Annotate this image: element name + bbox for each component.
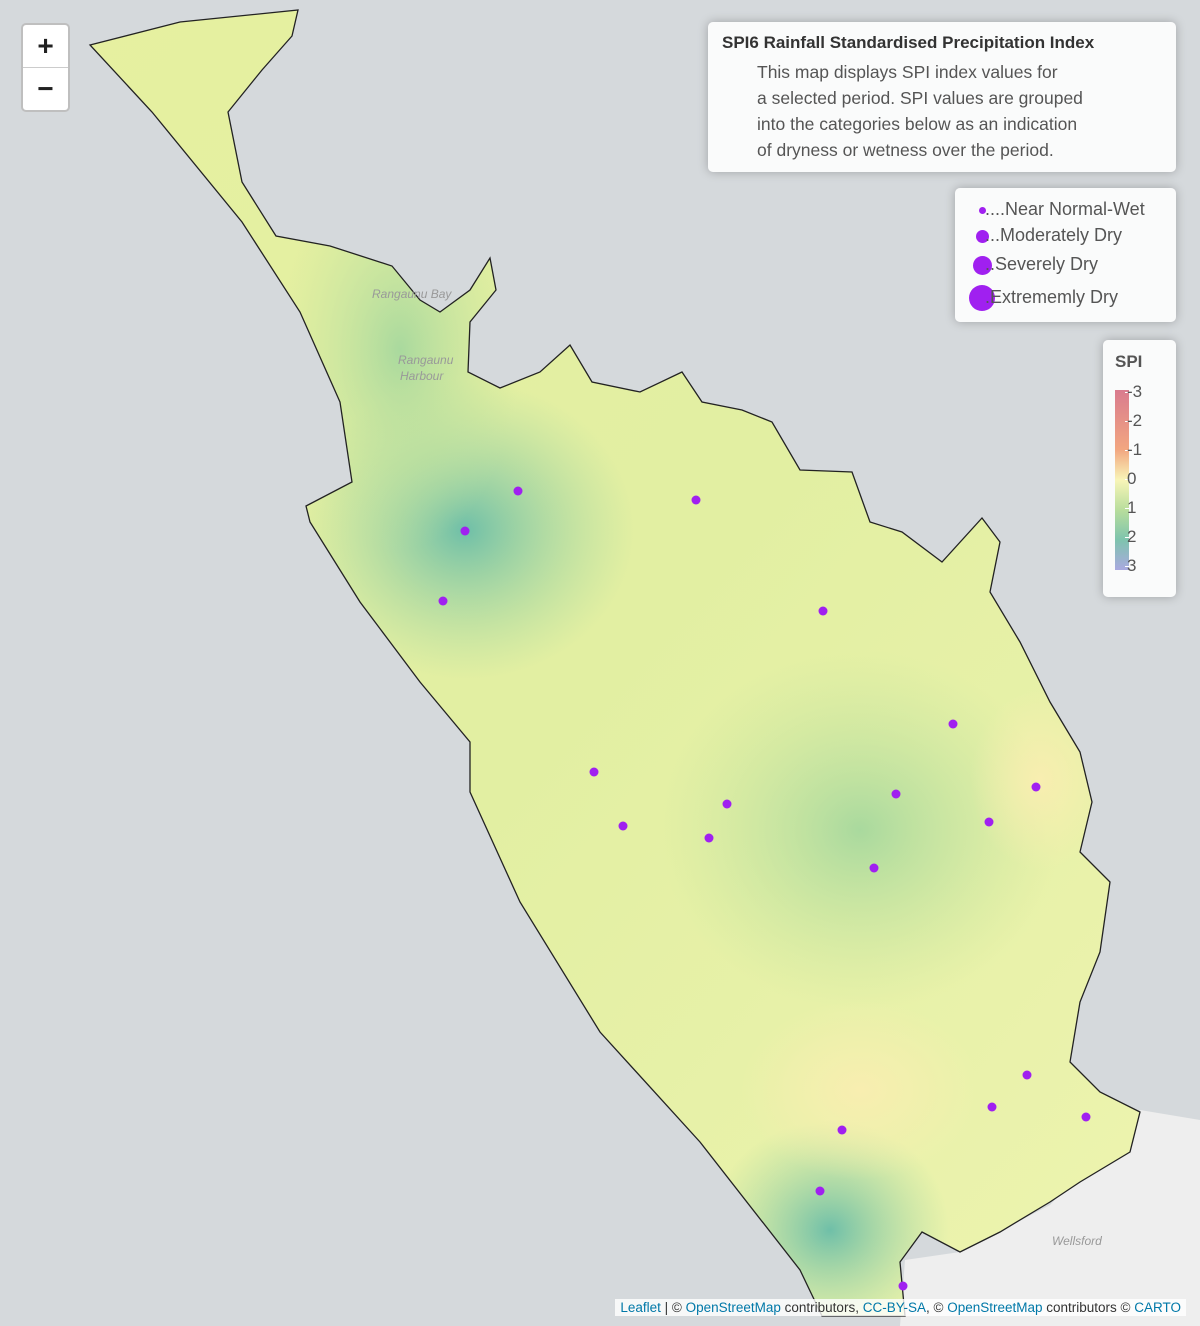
legend-dot (975, 229, 989, 243)
tick-label: -1 (1127, 440, 1143, 459)
station-marker[interactable] (987, 1102, 997, 1112)
tick-label: 2 (1127, 527, 1137, 546)
station-marker[interactable] (1081, 1112, 1091, 1122)
link[interactable]: CARTO (1134, 1300, 1181, 1315)
tick-label: 0 (1127, 469, 1137, 488)
tick-mark (1125, 392, 1129, 393)
station-marker[interactable] (618, 821, 628, 831)
link[interactable]: OpenStreetMap (685, 1300, 781, 1315)
land-outside (900, 1110, 1200, 1326)
info-line: into the categories below as an indicati… (757, 114, 1078, 134)
station-marker[interactable] (815, 1186, 825, 1196)
text: | © (660, 1300, 686, 1315)
station-marker[interactable] (1022, 1070, 1032, 1080)
info-line: a selected period. SPI values are groupe… (757, 88, 1083, 108)
tick-mark (1125, 508, 1129, 509)
legend-label: .Extrememly Dry (985, 287, 1119, 307)
station-marker[interactable] (589, 767, 599, 777)
info-title: SPI6 Rainfall Standardised Precipitation… (722, 33, 1095, 52)
attribution: Leaflet | © OpenStreetMap contributors, … (615, 1299, 1186, 1316)
spi-legend: SPI -3 -2 -1 0 1 2 3 (1103, 340, 1176, 597)
station-marker[interactable] (460, 526, 470, 536)
place-label: Harbour (400, 369, 444, 383)
legend-label: ....Near Normal-Wet (985, 199, 1145, 219)
info-box: SPI6 Rainfall Standardised Precipitation… (708, 22, 1176, 172)
info-line: This map displays SPI index values for (757, 62, 1058, 82)
legend-label: ...Moderately Dry (985, 225, 1123, 245)
place-label: Rangaunu (398, 353, 454, 367)
station-marker[interactable] (691, 495, 701, 505)
legend-dot (978, 206, 986, 214)
tick-mark (1125, 479, 1129, 480)
tick-label: -3 (1127, 382, 1143, 401)
size-legend: ....Near Normal-Wet ...Moderately Dry ..Se… (955, 188, 1176, 322)
link[interactable]: OpenStreetMap (947, 1300, 1043, 1315)
stations (438, 486, 1091, 1291)
tick-label: 3 (1127, 556, 1137, 575)
color-bar (1115, 390, 1129, 570)
info-line: of dryness or wetness over the period. (757, 140, 1054, 160)
place-label: Wellsford (1052, 1234, 1102, 1248)
zoom-out[interactable]: − (23, 67, 68, 110)
spi-title: SPI (1115, 352, 1143, 371)
info-text: This map displays SPI index values for a … (708, 59, 1176, 163)
zoom-control: + − (21, 23, 70, 112)
station-marker[interactable] (722, 799, 732, 809)
link[interactable]: CC-BY-SA (862, 1300, 926, 1315)
station-marker[interactable] (898, 1281, 908, 1291)
station-marker[interactable] (704, 833, 714, 843)
text: , © (925, 1300, 948, 1315)
tick-label: -2 (1127, 411, 1143, 430)
link[interactable]: Leaflet (620, 1300, 661, 1315)
tick-mark (1125, 566, 1129, 567)
station-marker[interactable] (837, 1125, 847, 1135)
station-marker[interactable] (869, 863, 879, 873)
tick-mark (1125, 421, 1129, 422)
place-label: Rangaunu Bay (372, 287, 452, 301)
tick-mark (1125, 537, 1129, 538)
station-marker[interactable] (818, 606, 828, 616)
tick-mark (1125, 450, 1129, 451)
station-marker[interactable] (1031, 782, 1041, 792)
station-marker[interactable] (984, 817, 994, 827)
legend-dot (969, 285, 995, 311)
tick-label: 1 (1127, 498, 1137, 517)
text: contributors, (780, 1300, 863, 1315)
text: contributors © (1042, 1300, 1135, 1315)
station-marker[interactable] (891, 789, 901, 799)
legend-dot (972, 255, 992, 275)
station-marker[interactable] (438, 596, 448, 606)
station-marker[interactable] (948, 719, 958, 729)
station-marker[interactable] (513, 486, 523, 496)
zoom-in[interactable]: + (37, 30, 54, 61)
legend-label: ..Severely Dry (985, 254, 1099, 274)
